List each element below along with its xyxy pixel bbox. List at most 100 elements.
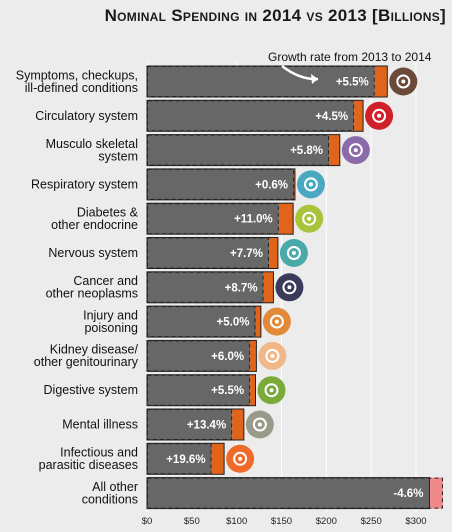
growth-label: +0.6%	[255, 179, 288, 191]
category-label: Symptoms, checkups, ill-defined condition…	[16, 68, 138, 95]
icon-glyph	[372, 108, 387, 123]
bar-2013	[147, 271, 264, 303]
annotation-arrowhead	[311, 74, 318, 84]
category-label-line: All other	[92, 480, 138, 494]
growth-label: +11.0%	[234, 214, 273, 226]
category-label-line: other genitourinary	[34, 355, 139, 369]
icon-glyph-dot	[308, 182, 313, 187]
growth-rate-annotation: Growth rate from 2013 to 2014	[268, 50, 432, 64]
growth-label: +5.5%	[211, 385, 244, 397]
bar-group: Nervous system +7.7%	[48, 237, 279, 269]
category-label: Musculo skeletal system	[46, 137, 138, 164]
icon-glyph-dot	[377, 113, 382, 118]
x-tick-label: $250	[361, 516, 382, 527]
icon-glyph-dot	[257, 422, 262, 427]
bar-2013	[147, 203, 279, 235]
bar-group: Injury and poisoning +5.0%	[83, 305, 262, 338]
eye-icon	[279, 239, 308, 267]
bar-2014-outline	[146, 202, 294, 235]
category-label-line: Circulatory system	[35, 109, 138, 123]
growth-label: +6.0%	[211, 351, 244, 363]
bar-2014-outline	[146, 271, 274, 304]
category-label-line: Digestive system	[44, 383, 138, 397]
category-label-line: Cancer and	[73, 274, 138, 288]
x-tick-label: $50	[184, 516, 200, 527]
x-tick-label: $200	[316, 516, 337, 527]
bar-2013	[147, 100, 355, 132]
bar-2013	[147, 477, 430, 509]
bar-group: Infectious and parasitic diseases +19.6%	[39, 442, 225, 475]
growth-segment	[374, 66, 388, 97]
bar-2014-outline	[146, 339, 257, 372]
growth-segment	[268, 237, 278, 269]
category-label: Cancer and other neoplasms	[46, 274, 138, 301]
category-label: Digestive system	[44, 383, 138, 397]
growth-segment	[250, 374, 256, 406]
icon-glyph	[252, 417, 267, 432]
bar-2014-outline	[146, 65, 388, 98]
icon-glyph-dot	[287, 285, 292, 290]
bar-group: Kidney disease/other genitourinary +6.0%	[34, 339, 257, 372]
category-label: Mental illness	[62, 418, 138, 432]
bar-2014-outline	[146, 237, 279, 269]
category-label: Diabetes & other endocrine	[51, 205, 139, 232]
category-label-line: poisoning	[84, 321, 138, 335]
category-label-line: Infectious and	[60, 446, 138, 460]
x-tick-label: $300	[405, 516, 426, 527]
icon-glyph	[302, 211, 317, 226]
category-label-line: Respiratory system	[31, 177, 138, 191]
bar-2014-outline	[146, 305, 262, 338]
icon-glyph	[269, 314, 284, 329]
category-label: Injury and poisoning	[83, 308, 138, 335]
bar-group: Diabetes & other endocrine +11.0%	[51, 202, 294, 235]
bar-2013	[147, 66, 375, 97]
growth-label: +13.4%	[187, 420, 226, 432]
bar-2014-outline	[146, 408, 245, 441]
bar-2014-outline	[146, 477, 430, 510]
icon-glyph-dot	[401, 79, 406, 84]
growth-segment	[278, 203, 294, 235]
growth-label: +7.7%	[230, 248, 263, 260]
growth-label: +5.5%	[336, 77, 369, 89]
bar-2013	[147, 237, 269, 269]
icon-glyph-dot	[269, 388, 274, 393]
icon-glyph	[396, 74, 411, 89]
icon-glyph	[282, 280, 297, 295]
growth-label: +4.5%	[315, 111, 348, 123]
category-label-line: Injury and	[83, 308, 138, 322]
icon-glyph	[265, 348, 280, 363]
growth-label: +5.0%	[217, 317, 250, 329]
category-label-line: Kidney disease/	[50, 343, 139, 357]
thyroid-icon	[295, 204, 324, 233]
category-label: Nervous system	[48, 246, 138, 260]
category-label-line: ill-defined conditions	[25, 81, 138, 95]
category-label: Infectious and parasitic diseases	[39, 446, 138, 473]
lungs-icon	[296, 170, 325, 199]
bar-group: Respiratory system +0.6%	[31, 168, 296, 201]
bar-2013	[147, 306, 256, 338]
icon-glyph-dot	[238, 456, 243, 461]
category-label-line: Nervous system	[48, 246, 138, 260]
growth-label: -4.6%	[393, 488, 423, 500]
heart-icon	[365, 101, 394, 130]
bar-group: Symptoms, checkups, ill-defined condition…	[16, 65, 388, 98]
category-label-line: Symptoms, checkups,	[16, 68, 138, 82]
x-tick-label: $100	[226, 516, 247, 527]
bar-2013	[147, 374, 251, 406]
brain-icon	[245, 410, 274, 439]
category-label-line: Diabetes &	[77, 205, 139, 219]
icon-glyph	[233, 451, 248, 466]
bar-2013	[147, 409, 233, 440]
arm-icon	[341, 136, 370, 165]
bar-group: Digestive system +5.5%	[44, 374, 256, 407]
growth-segment	[429, 477, 443, 509]
icon-glyph-dot	[353, 148, 358, 153]
icon-glyph	[286, 246, 301, 260]
growth-label: +5.8%	[290, 145, 323, 157]
growth-label: +19.6%	[166, 454, 205, 466]
category-label-line: system	[98, 149, 138, 163]
bar-2014-outline	[146, 442, 225, 475]
chart-title: Nominal Spending in 2014 vs 2013 [Billio…	[104, 6, 446, 25]
bar-group: Mental illness +13.4%	[62, 408, 245, 441]
